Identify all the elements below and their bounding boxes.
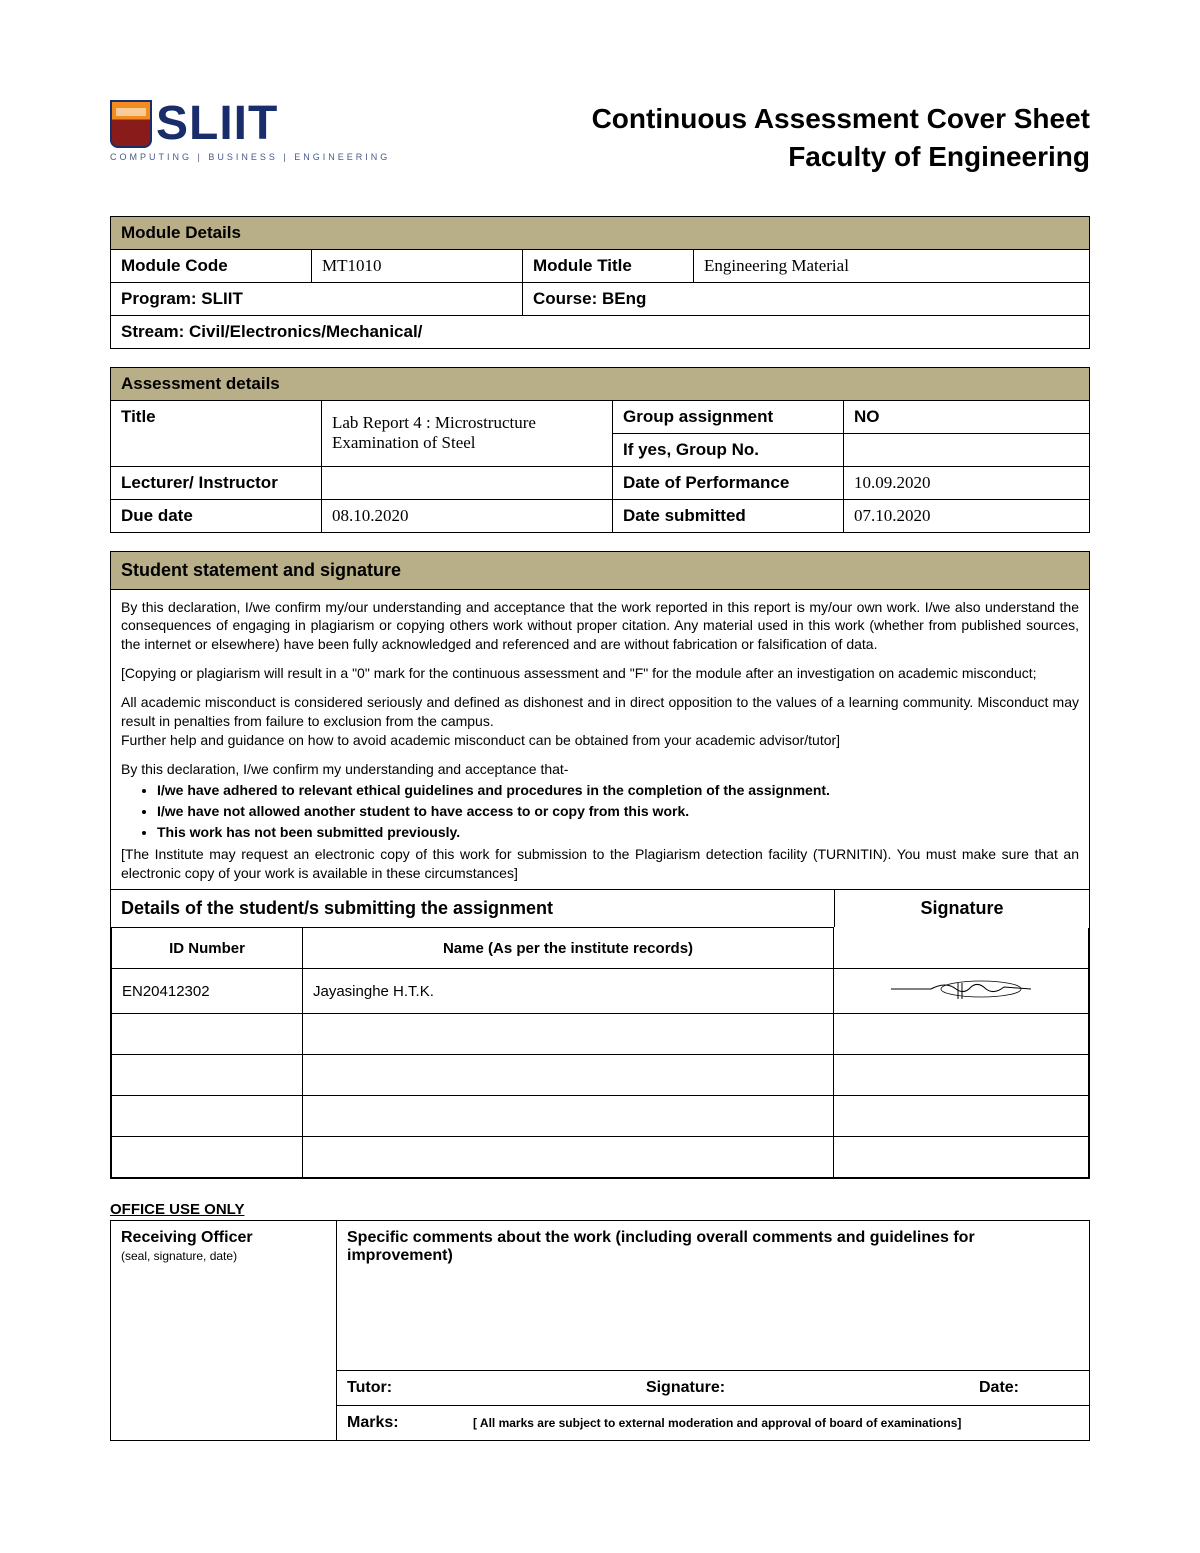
due-date-value: 08.10.2020 xyxy=(322,499,613,532)
lecturer-value xyxy=(322,466,613,499)
performance-date-label: Date of Performance xyxy=(613,466,844,499)
student-row xyxy=(112,1055,1089,1096)
module-code-value: MT1010 xyxy=(312,249,523,282)
module-details-header: Module Details xyxy=(111,216,1090,249)
students-signature-header: Signature xyxy=(835,890,1089,927)
marks-note: [ All marks are subject to external mode… xyxy=(473,1416,961,1430)
tutor-row: Tutor: Signature: Date: xyxy=(337,1371,1090,1406)
student-id xyxy=(112,1014,303,1055)
module-code-label: Module Code xyxy=(111,249,312,282)
logo-shield-icon xyxy=(110,100,152,148)
student-signature xyxy=(834,1014,1089,1055)
due-date-label: Due date xyxy=(111,499,322,532)
comments-label: Specific comments about the work (includ… xyxy=(337,1221,1090,1371)
office-use-label: OFFICE USE ONLY xyxy=(110,1201,1090,1218)
statement-p2: [Copying or plagiarism will result in a … xyxy=(121,664,1079,683)
receiving-officer-cell: Receiving Officer (seal, signature, date… xyxy=(111,1221,337,1441)
cover-sheet-page: SLIIT COMPUTING | BUSINESS | ENGINEERING… xyxy=(0,0,1200,1553)
statement-p5: [The Institute may request an electronic… xyxy=(121,845,1079,883)
name-col-header: Name (As per the institute records) xyxy=(303,928,834,969)
receiving-officer-label: Receiving Officer xyxy=(121,1229,253,1246)
marks-label: Marks: xyxy=(347,1414,399,1431)
student-name xyxy=(303,1096,834,1137)
module-title-label: Module Title xyxy=(523,249,694,282)
student-signature xyxy=(834,1055,1089,1096)
document-title: Continuous Assessment Cover Sheet Facult… xyxy=(592,100,1090,176)
group-no-value xyxy=(844,433,1090,466)
lecturer-label: Lecturer/ Instructor xyxy=(111,466,322,499)
office-table: Receiving Officer (seal, signature, date… xyxy=(110,1220,1090,1441)
assessment-details-table: Assessment details Title Lab Report 4 : … xyxy=(110,367,1090,533)
statement-b3: This work has not been submitted previou… xyxy=(157,823,1079,842)
statement-body: By this declaration, I/we confirm my/our… xyxy=(111,590,1089,890)
statement-p3b: Further help and guidance on how to avoi… xyxy=(121,731,1079,750)
receiving-officer-sub: (seal, signature, date) xyxy=(121,1249,237,1263)
student-signature xyxy=(834,1096,1089,1137)
assessment-title-value: Lab Report 4 : Microstructure Examinatio… xyxy=(322,400,613,466)
tutor-label: Tutor: xyxy=(347,1379,392,1397)
statement-b1: I/we have adhered to relevant ethical gu… xyxy=(157,781,1079,800)
module-title-value: Engineering Material xyxy=(694,249,1090,282)
logo-top: SLIIT xyxy=(110,100,278,148)
marks-row: Marks: [ All marks are subject to extern… xyxy=(337,1406,1090,1441)
statement-b2: I/we have not allowed another student to… xyxy=(157,802,1079,821)
id-col-header: ID Number xyxy=(112,928,303,969)
student-id: EN20412302 xyxy=(112,969,303,1014)
stream-label: Stream: Civil/Electronics/Mechanical/ xyxy=(111,315,1090,348)
statement-header: Student statement and signature xyxy=(111,552,1089,590)
group-assignment-label: Group assignment xyxy=(613,400,844,433)
students-details-header: Details of the student/s submitting the … xyxy=(111,890,835,927)
student-id xyxy=(112,1055,303,1096)
student-signature xyxy=(834,969,1089,1014)
statement-box: Student statement and signature By this … xyxy=(110,551,1090,1180)
group-assignment-value: NO xyxy=(844,400,1090,433)
statement-p1: By this declaration, I/we confirm my/our… xyxy=(121,598,1079,655)
student-row xyxy=(112,1096,1089,1137)
student-signature xyxy=(834,1137,1089,1178)
student-name: Jayasinghe H.T.K. xyxy=(303,969,834,1014)
module-details-table: Module Details Module Code MT1010 Module… xyxy=(110,216,1090,349)
assessment-header: Assessment details xyxy=(111,367,1090,400)
header-row: SLIIT COMPUTING | BUSINESS | ENGINEERING… xyxy=(110,100,1090,176)
student-name xyxy=(303,1055,834,1096)
students-table: ID Number Name (As per the institute rec… xyxy=(111,927,1089,1178)
student-name xyxy=(303,1137,834,1178)
student-id xyxy=(112,1096,303,1137)
title-line-1: Continuous Assessment Cover Sheet xyxy=(592,100,1090,138)
student-id xyxy=(112,1137,303,1178)
sig-col-header xyxy=(834,928,1089,969)
assessment-title-label: Title xyxy=(111,400,322,466)
statement-p3: All academic misconduct is considered se… xyxy=(121,693,1079,731)
student-row xyxy=(112,1137,1089,1178)
signature-label: Signature: xyxy=(646,1379,725,1397)
logo-subtext: COMPUTING | BUSINESS | ENGINEERING xyxy=(110,152,390,162)
program-label: Program: SLIIT xyxy=(111,282,523,315)
students-header-row: Details of the student/s submitting the … xyxy=(111,889,1089,927)
logo-text: SLIIT xyxy=(156,100,278,148)
statement-p4: By this declaration, I/we confirm my und… xyxy=(121,760,1079,779)
submitted-date-value: 07.10.2020 xyxy=(844,499,1090,532)
submitted-date-label: Date submitted xyxy=(613,499,844,532)
title-line-2: Faculty of Engineering xyxy=(592,138,1090,176)
course-label: Course: BEng xyxy=(523,282,1090,315)
student-row: EN20412302 Jayasinghe H.T.K. xyxy=(112,969,1089,1014)
logo-block: SLIIT COMPUTING | BUSINESS | ENGINEERING xyxy=(110,100,390,162)
student-row xyxy=(112,1014,1089,1055)
student-name xyxy=(303,1014,834,1055)
date-label: Date: xyxy=(979,1379,1019,1397)
group-no-label: If yes, Group No. xyxy=(613,433,844,466)
performance-date-value: 10.09.2020 xyxy=(844,466,1090,499)
signature-icon xyxy=(886,975,1036,1003)
statement-bullets: I/we have adhered to relevant ethical gu… xyxy=(157,781,1079,842)
